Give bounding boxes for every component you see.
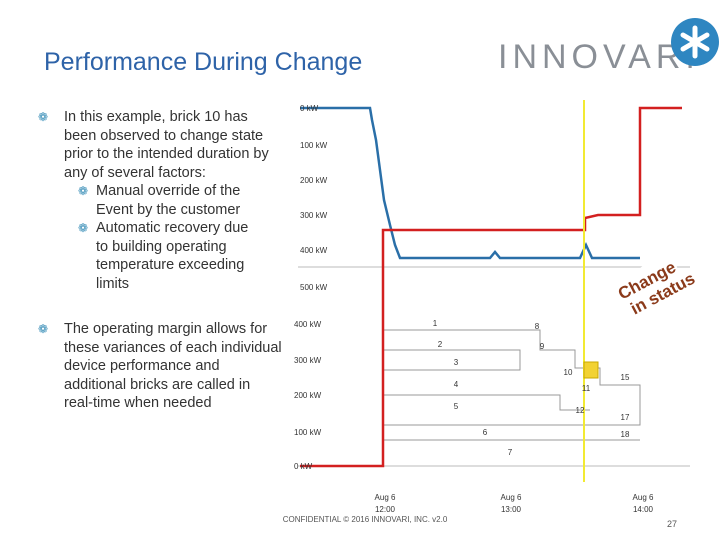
logo-asterisk [680,25,710,59]
brick-steps [383,329,641,441]
sub-bullet: ❁ Automatic recovery due to building oper… [78,219,256,293]
brick-label: 15 [621,373,630,382]
callout: Change in status [605,252,698,327]
brick-label: 10 [564,368,573,377]
brick-label: 8 [535,322,540,331]
brick-label: 7 [508,448,513,457]
page-number: 27 [667,519,677,529]
bullet-icon: ❁ [38,110,49,124]
footer: CONFIDENTIAL © 2016 INNOVARI, INC. v2.0 [283,515,448,524]
axis-label: 200 kW [294,391,322,400]
brick-label: 17 [621,413,630,422]
sub-bullet: ❁ Manual override of the Event by the cus… [78,182,256,219]
brick-label: 11 [582,384,591,393]
title: Performance During Change [44,48,363,76]
bullet: ❁ The operating margin allows for these v… [38,320,282,413]
bullet-icon: ❁ [78,184,89,198]
x-label: 13:00 [501,505,522,514]
brick-label: 1 [433,319,438,328]
axis-label: 300 kW [294,356,322,365]
baseline-load [300,106,640,260]
bullet: ❁ In this example, brick 10 has been obse… [38,108,282,293]
x-label: 14:00 [633,505,654,514]
x-label: 12:00 [375,505,396,514]
brick-label: 5 [454,402,459,411]
brick-label: 12 [576,406,585,415]
brick-10-change [583,361,599,379]
axis-label: 400 kW [294,320,322,329]
axis-label: 100 kW [294,428,322,437]
axis-label: 500 kW [300,283,328,292]
bullet-text: In this example, brick 10 has been obser… [64,109,269,181]
x-label: Aug 6 [633,493,654,502]
logo: INNOVARI [498,38,700,76]
bullet-icon: ❁ [78,221,89,235]
sub-bullet-text: Automatic recovery due to building opera… [96,220,249,292]
brick-label: 6 [483,428,488,437]
sub-bullet-text: Manual override of the Event by the cust… [96,183,241,218]
x-label: Aug 6 [501,493,522,502]
axis-label: 0 kW [294,462,313,471]
brick-label: 4 [454,380,459,389]
x-label: Aug 6 [375,493,396,502]
bullet-text: The operating margin allows for these va… [64,321,282,411]
brick-label: 3 [454,358,459,367]
brick-label: 2 [438,340,443,349]
axis-label: 200 kW [300,176,328,185]
axis-label: 0 kW [300,104,319,113]
brick-label: 9 [540,342,545,351]
axis-label: 400 kW [300,246,328,255]
axis-label: 300 kW [300,211,328,220]
bullet-icon: ❁ [38,322,49,336]
axis-label: 100 kW [300,141,328,150]
brick-label: 18 [621,430,630,439]
